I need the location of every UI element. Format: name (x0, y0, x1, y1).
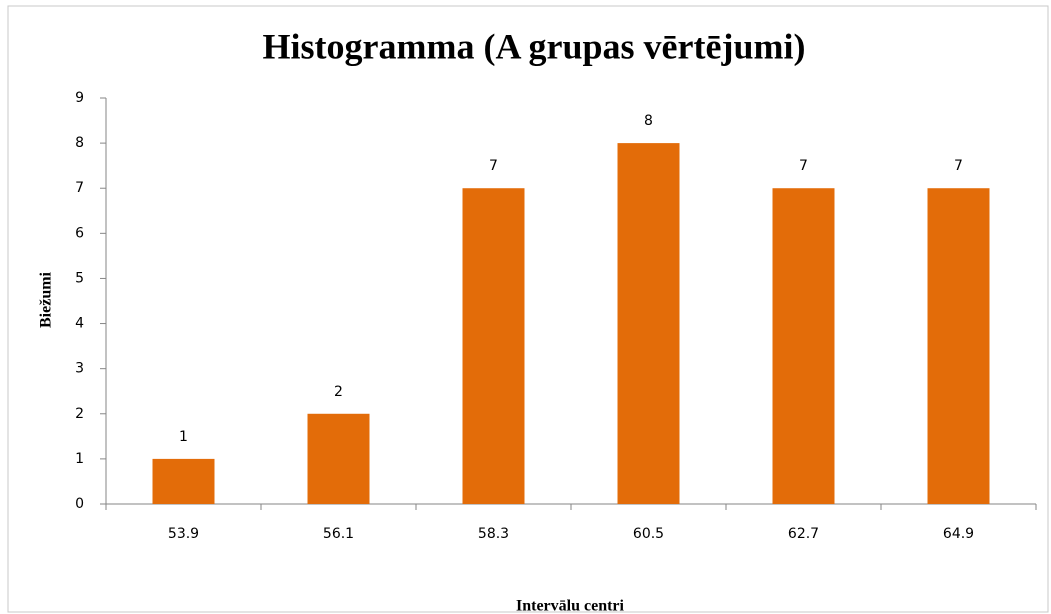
data-label: 7 (489, 158, 498, 174)
data-label: 7 (799, 158, 808, 174)
x-tick-label: 62.7 (788, 526, 819, 542)
x-tick-label: 64.9 (943, 526, 974, 542)
data-label: 1 (179, 429, 188, 445)
bar (617, 143, 680, 504)
data-label: 7 (954, 158, 963, 174)
bar (152, 458, 215, 504)
x-axis-label: Intervālu centri (516, 598, 625, 614)
bar (307, 413, 370, 504)
y-axis-label: Biežumi (38, 271, 55, 328)
chart-title: Histogramma (A grupas vērtējumi) (263, 26, 806, 66)
x-tick-label: 53.9 (168, 526, 199, 542)
y-tick-label: 8 (75, 135, 84, 151)
y-tick-label: 3 (75, 361, 84, 377)
bar (462, 188, 525, 504)
y-tick-label: 4 (75, 316, 84, 332)
bar (772, 188, 835, 504)
y-tick-label: 9 (75, 90, 84, 106)
y-tick-label: 7 (75, 180, 84, 196)
x-tick-label: 56.1 (323, 526, 354, 542)
y-tick-label: 6 (75, 225, 84, 241)
y-tick-label: 1 (75, 451, 84, 467)
bar (927, 188, 990, 504)
data-label: 8 (644, 113, 653, 129)
y-tick-label: 0 (75, 496, 84, 512)
y-tick-label: 2 (75, 406, 84, 422)
y-tick-label: 5 (75, 270, 84, 286)
chart-frame (7, 5, 1049, 613)
x-tick-label: 58.3 (478, 526, 509, 542)
x-tick-label: 60.5 (633, 526, 664, 542)
data-label: 2 (334, 384, 343, 400)
